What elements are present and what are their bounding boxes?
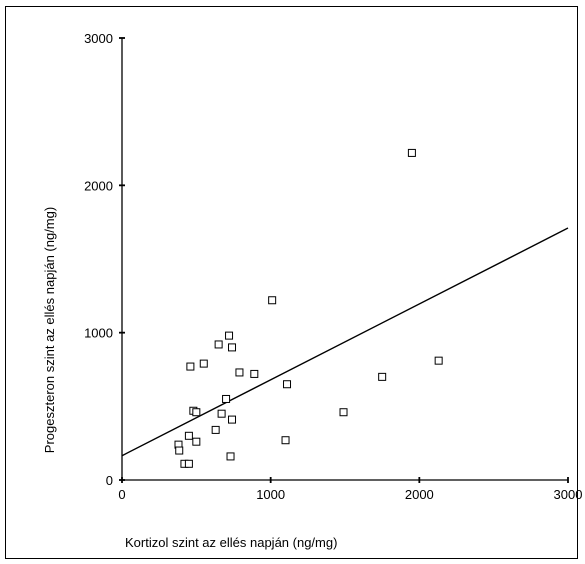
data-point — [226, 452, 235, 461]
x-tick-label: 0 — [118, 487, 125, 502]
data-point — [228, 343, 237, 352]
x-axis-title: Kortizol szint az ellés napján (ng/mg) — [125, 535, 337, 550]
data-point — [214, 340, 223, 349]
data-point — [184, 459, 193, 468]
data-point — [192, 437, 201, 446]
data-point — [222, 394, 231, 403]
data-point — [175, 446, 184, 455]
y-tick-label: 3000 — [84, 31, 113, 46]
axes — [121, 38, 568, 481]
y-tick-label: 1000 — [84, 326, 113, 341]
y-tick-label: 0 — [106, 473, 113, 488]
data-point — [250, 369, 259, 378]
ticks: 0 1000 2000 3000 0 1000 2000 3000 — [84, 31, 582, 502]
fit-line-layer — [121, 227, 569, 457]
y-tick-label: 2000 — [84, 178, 113, 193]
data-point — [199, 359, 208, 368]
data-point — [228, 415, 237, 424]
y-axis-title: Progeszteron szint az ellés napján (ng/m… — [42, 207, 57, 453]
data-point — [211, 425, 220, 434]
data-point — [407, 148, 416, 157]
data-point — [268, 296, 277, 305]
data-point — [434, 356, 443, 365]
regression-line — [121, 227, 569, 457]
data-point — [225, 331, 234, 340]
data-point — [192, 408, 201, 417]
data-point — [235, 368, 244, 377]
x-tick-label: 2000 — [405, 487, 434, 502]
data-point — [378, 372, 387, 381]
data-point — [186, 362, 195, 371]
data-point — [281, 436, 290, 445]
data-point — [283, 380, 292, 389]
chart-frame — [5, 6, 578, 559]
data-point — [339, 408, 348, 417]
data-points — [174, 148, 443, 468]
x-tick-label: 1000 — [256, 487, 285, 502]
data-point — [184, 431, 193, 440]
x-tick-label: 3000 — [554, 487, 583, 502]
data-point — [217, 409, 226, 418]
